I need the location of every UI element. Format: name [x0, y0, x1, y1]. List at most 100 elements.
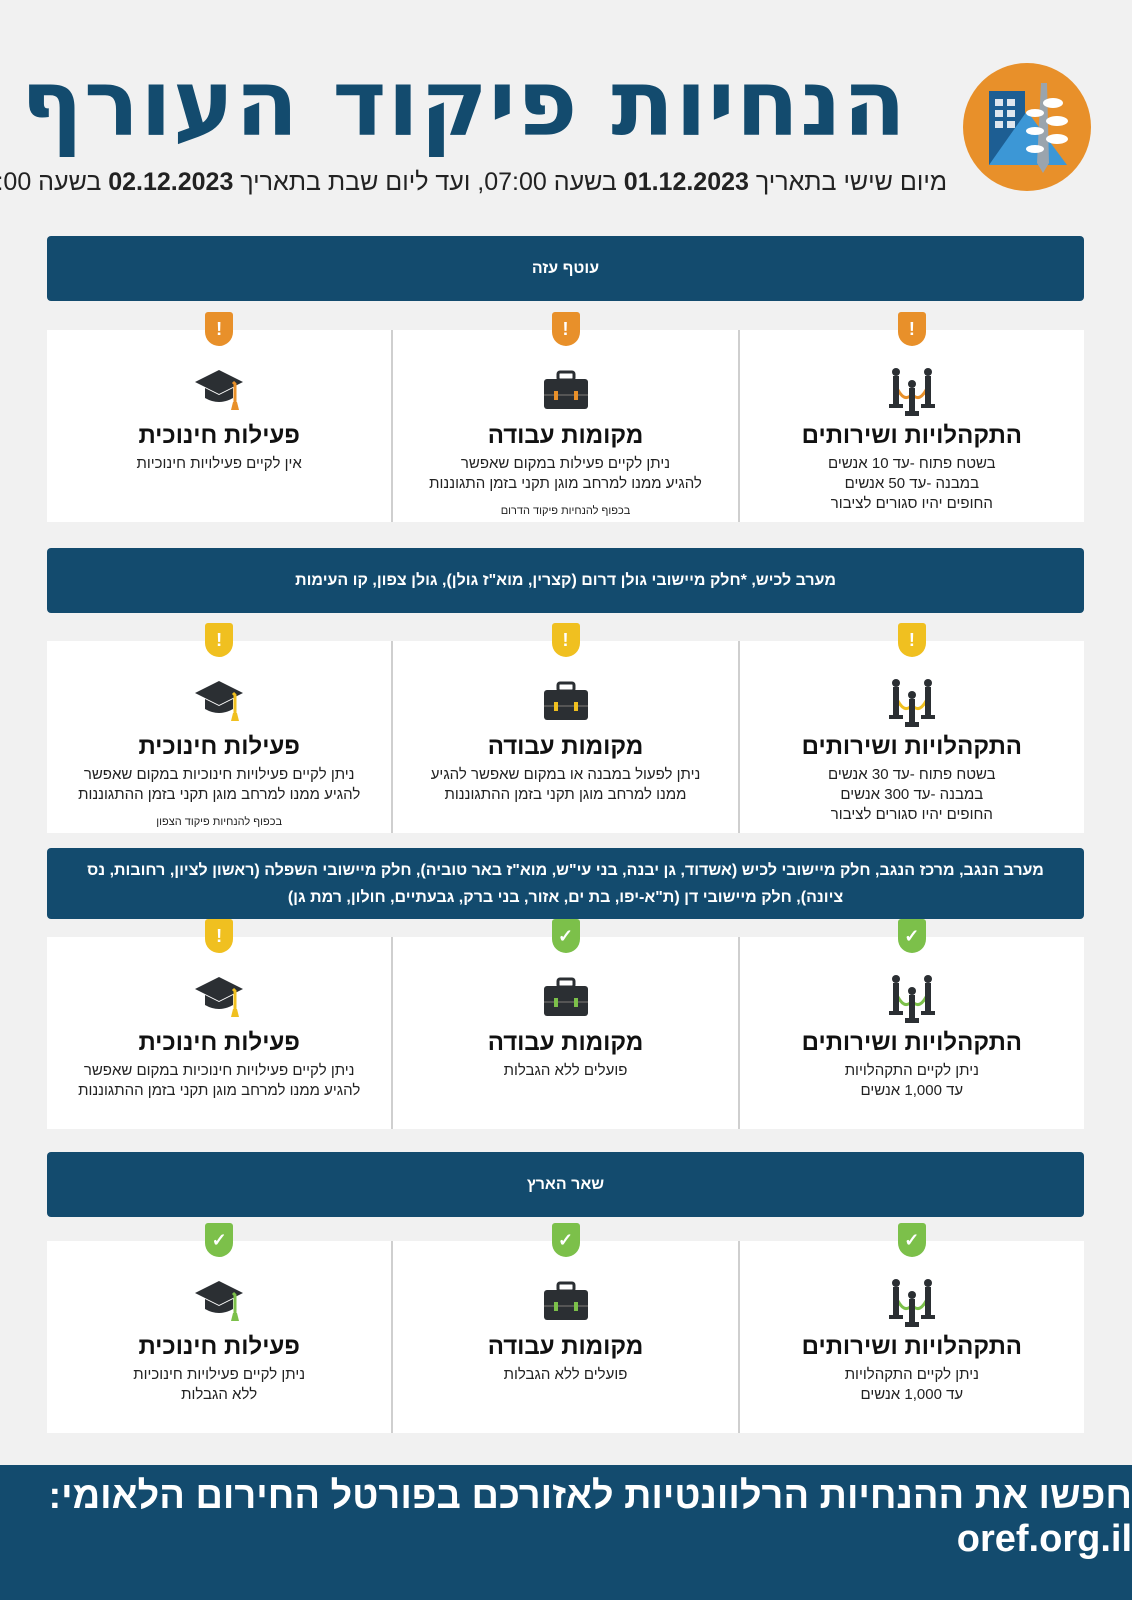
- guideline-card: ! מקומות עבודה ניתן לקיים פעילות במקום שאפ…: [393, 312, 738, 522]
- guideline-card: ✓ התקהלויות ושירותים ניתן לקיים התקהלויות ע…: [739, 1223, 1084, 1433]
- card-line: ניתן לקיים התקהלויות: [844, 1062, 979, 1079]
- card-title: מקומות עבודה: [487, 1333, 644, 1360]
- subtitle-text: בשעה 07:00, ועד ליום שבת בתאריך: [233, 168, 624, 196]
- card-line: בשטח פתוח -עד 10 אנשים: [828, 455, 996, 472]
- subtitle-text: מיום שישי בתאריך: [748, 168, 947, 196]
- card-line: פועלים ללא הגבלות: [503, 1062, 628, 1079]
- card-text: פועלים ללא הגבלות: [393, 1061, 737, 1081]
- region-banner: עוטף עזה: [47, 236, 1084, 301]
- card-text: ניתן לקיים התקהלויות עד 1,000 אנשים: [740, 1061, 1084, 1101]
- card-line: להגיע ממנו למרחב מוגן תקני בזמן ההתגוננו…: [78, 786, 361, 803]
- briefcase-icon: [540, 675, 592, 727]
- stanchions-icon: [886, 971, 938, 1023]
- region-banner: מערב לכיש, *חלק מיישובי גולן דרום (קצרין…: [47, 548, 1084, 613]
- card-text: בשטח פתוח -עד 30 אנשים במבנה -עד 300 אנשי…: [740, 765, 1084, 825]
- guideline-card: ! פעילות חינוכית אין לקיים פעילויות חינוכי…: [47, 312, 392, 522]
- card-line: להגיע ממנו למרחב מוגן תקני בזמן ההתגוננו…: [78, 1082, 361, 1099]
- guideline-card: ! פעילות חינוכית ניתן לקיים פעילויות חינוכ…: [47, 623, 392, 833]
- region-banner: מערב הנגב, מרכז הנגב, חלק מיישובי לכיש (…: [47, 848, 1084, 919]
- check-badge-icon: ✓: [551, 919, 580, 953]
- card-title: פעילות חינוכית: [138, 1029, 300, 1056]
- guideline-row: ✓ התקהלויות ושירותים ניתן לקיים התקהלויות ע…: [47, 919, 1084, 1129]
- card-title: התקהלויות ושירותים: [801, 1029, 1023, 1056]
- card-title: התקהלויות ושירותים: [801, 422, 1023, 449]
- guideline-card: ! פעילות חינוכית ניתן לקיים פעילויות חינוכ…: [47, 919, 392, 1129]
- card-text: ניתן לקיים פעילויות חינוכיות ללא הגבלות: [47, 1365, 391, 1405]
- guideline-card: ! התקהלויות ושירותים בשטח פתוח -עד 30 אנשי…: [739, 623, 1084, 833]
- check-badge-icon: ✓: [551, 1223, 580, 1257]
- graduation-cap-icon: [193, 1275, 245, 1327]
- card-note: בכפוף להנחיות פיקוד הדרום: [500, 505, 631, 517]
- card-line: אין לקיים פעילויות חינוכיות: [136, 455, 302, 472]
- briefcase-icon: [540, 364, 592, 416]
- validity-period: מיום שישי בתאריך 01.12.2023 בשעה 07:00, …: [0, 168, 947, 197]
- graduation-cap-icon: [193, 675, 245, 727]
- start-date: 01.12.2023: [623, 168, 749, 196]
- card-line: ניתן לקיים פעילויות חינוכיות במקום שאפשר: [83, 1062, 355, 1079]
- card-line: ניתן לקיים פעילויות חינוכיות במקום שאפשר: [83, 766, 355, 783]
- guideline-card: ✓ פעילות חינוכית ניתן לקיים פעילויות חינוכ…: [47, 1223, 392, 1433]
- card-line: במבנה -עד 300 אנשים: [840, 786, 984, 803]
- end-date: 02.12.2023: [108, 168, 234, 196]
- warning-badge-icon: !: [551, 312, 580, 346]
- subtitle-text: בשעה 19:00: [0, 168, 102, 196]
- card-line: ללא הגבלות: [181, 1386, 258, 1403]
- card-text: פועלים ללא הגבלות: [393, 1365, 737, 1385]
- card-line: להגיע ממנו למרחב מוגן תקני בזמן התגוננות: [429, 475, 702, 492]
- card-line: עד 1,000 אנשים: [860, 1386, 964, 1403]
- card-title: פעילות חינוכית: [138, 422, 300, 449]
- stanchions-icon: [886, 675, 938, 727]
- card-title: התקהלויות ושירותים: [801, 733, 1023, 760]
- card-text: ניתן לקיים פעילות במקום שאפשר להגיע ממנו …: [393, 454, 737, 518]
- card-line: פועלים ללא הגבלות: [503, 1366, 628, 1383]
- card-line: בשטח פתוח -עד 30 אנשים: [828, 766, 996, 783]
- card-title: התקהלויות ושירותים: [801, 1333, 1023, 1360]
- check-badge-icon: ✓: [205, 1223, 234, 1257]
- warning-badge-icon: !: [897, 312, 926, 346]
- warning-badge-icon: !: [551, 623, 580, 657]
- portal-link-text[interactable]: חפשו את ההנחיות הרלוונטיות לאזורכם בפורט…: [48, 1474, 1132, 1560]
- card-title: מקומות עבודה: [487, 1029, 644, 1056]
- check-badge-icon: ✓: [897, 1223, 926, 1257]
- briefcase-icon: [540, 971, 592, 1023]
- card-title: מקומות עבודה: [487, 733, 644, 760]
- warning-badge-icon: !: [205, 312, 234, 346]
- guideline-row: ! התקהלויות ושירותים בשטח פתוח -עד 30 אנשי…: [47, 623, 1084, 833]
- card-title: מקומות עבודה: [487, 422, 644, 449]
- card-text: ניתן לקיים פעילויות חינוכיות במקום שאפשר…: [47, 765, 391, 829]
- graduation-cap-icon: [193, 971, 245, 1023]
- guideline-row: ✓ התקהלויות ושירותים ניתן לקיים התקהלויות ע…: [47, 1223, 1084, 1433]
- card-text: ניתן לקיים התקהלויות עד 1,000 אנשים: [740, 1365, 1084, 1405]
- guideline-card: ! מקומות עבודה ניתן לפעול במבנה או במקום ש…: [393, 623, 738, 833]
- home-front-command-logo: [963, 63, 1091, 191]
- check-badge-icon: ✓: [897, 919, 926, 953]
- warning-badge-icon: !: [897, 623, 926, 657]
- guideline-row: ! התקהלויות ושירותים בשטח פתוח -עד 10 אנשי…: [47, 312, 1084, 522]
- footer-banner: חפשו את ההנחיות הרלוונטיות לאזורכם בפורט…: [0, 1465, 1132, 1600]
- card-line: ניתן לקיים פעילויות חינוכיות: [133, 1366, 306, 1383]
- card-line: ניתן לקיים פעילות במקום שאפשר: [460, 455, 671, 472]
- card-title: פעילות חינוכית: [138, 733, 300, 760]
- card-note: בכפוף להנחיות פיקוד הצפון: [156, 816, 283, 828]
- graduation-cap-icon: [193, 364, 245, 416]
- region-banner: שאר הארץ: [47, 1152, 1084, 1217]
- card-text: בשטח פתוח -עד 10 אנשים במבנה -עד 50 אנשים…: [740, 454, 1084, 514]
- card-line: ניתן לקיים התקהלויות: [844, 1366, 979, 1383]
- card-line: במבנה -עד 50 אנשים: [844, 475, 980, 492]
- card-title: פעילות חינוכית: [138, 1333, 300, 1360]
- stanchions-icon: [886, 364, 938, 416]
- stanchions-icon: [886, 1275, 938, 1327]
- card-text: ניתן לפעול במבנה או במקום שאפשר להגיע ממנ…: [393, 765, 737, 805]
- card-line: החופים יהיו סגורים לציבור: [830, 806, 993, 823]
- guideline-card: ✓ מקומות עבודה פועלים ללא הגבלות: [393, 919, 738, 1129]
- briefcase-icon: [540, 1275, 592, 1327]
- warning-badge-icon: !: [205, 623, 234, 657]
- card-line: החופים יהיו סגורים לציבור: [830, 495, 993, 512]
- card-text: אין לקיים פעילויות חינוכיות: [47, 454, 391, 474]
- card-line: ממנו למרחב מוגן תקני בזמן ההתגוננות: [444, 786, 687, 803]
- guideline-card: ! התקהלויות ושירותים בשטח פתוח -עד 10 אנשי…: [739, 312, 1084, 522]
- card-line: ניתן לפעול במבנה או במקום שאפשר להגיע: [430, 766, 701, 783]
- page-title: הנחיות פיקוד העורף: [20, 50, 907, 157]
- warning-badge-icon: !: [205, 919, 234, 953]
- card-text: ניתן לקיים פעילויות חינוכיות במקום שאפשר…: [47, 1061, 391, 1101]
